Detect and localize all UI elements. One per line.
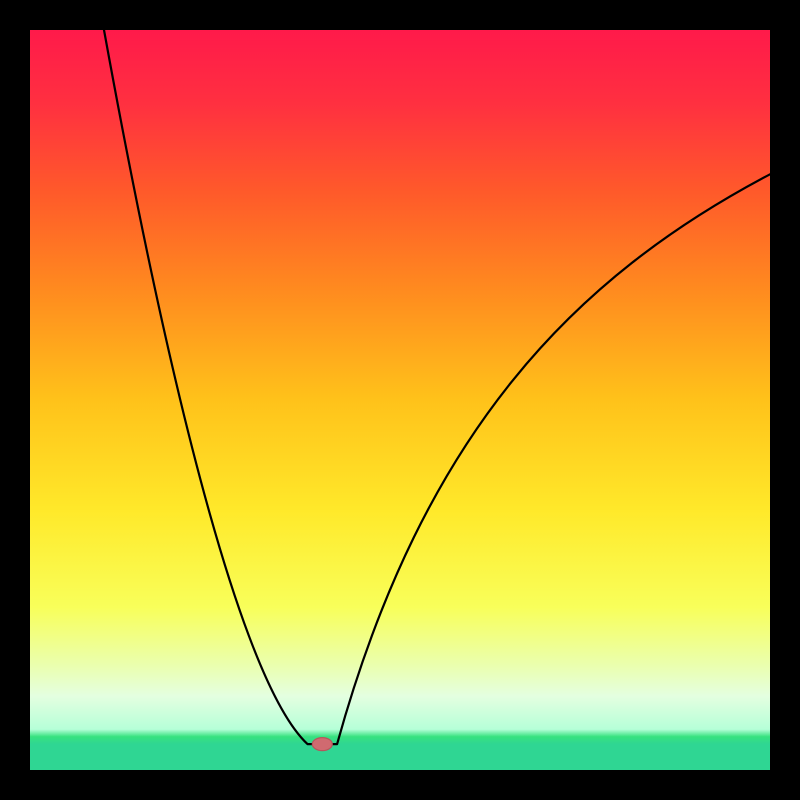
optimal-marker	[312, 738, 332, 751]
chart-background	[30, 30, 770, 770]
chart-container: { "watermark": { "text": "TheBottleneck.…	[0, 0, 800, 800]
bottleneck-chart	[0, 0, 800, 800]
